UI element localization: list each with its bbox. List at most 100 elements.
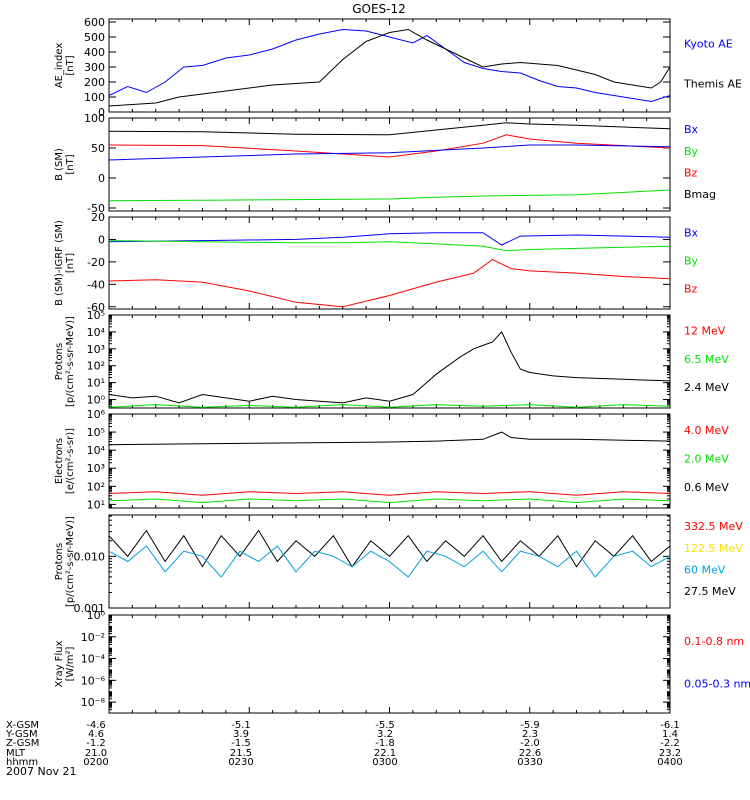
series-27-5-mev (109, 529, 670, 568)
panel-electrons: 10¹ 10² 10³ 10⁴ 10⁵ 10⁶ Electrons [e/(cm²-s-sr)… (54, 408, 729, 511)
footer-value: 0200 (83, 757, 108, 768)
y-axis-label: Electrons (54, 438, 65, 484)
y-axis-label: [nT] (65, 253, 76, 273)
y-tick-label: 500 (84, 31, 105, 44)
footer-value: -4.6 (86, 720, 106, 731)
y-tick-label: 10¹ (87, 377, 105, 390)
legend-entry: 6.5 MeV (684, 353, 729, 366)
y-tick-label: 10³ (87, 462, 105, 475)
footer-value: -1.2 (86, 738, 106, 749)
y-tick-label: 200 (84, 76, 105, 89)
footer-value: 3.9 (233, 729, 249, 740)
legend-entry: 332.5 MeV (684, 520, 743, 533)
legend-entry: Bx (684, 227, 699, 240)
legend-entry: 60 MeV (684, 563, 726, 576)
y-tick-label: 10⁶ (87, 408, 106, 421)
y-tick-label: 10² (87, 480, 105, 493)
series-0-6-mev (109, 431, 670, 446)
y-axis-label: Xray Flux (54, 640, 65, 687)
series-by (109, 240, 670, 252)
footer-value: -2.2 (660, 738, 680, 749)
footer-value: -1.8 (375, 738, 395, 749)
y-tick-label: 50 (91, 142, 105, 155)
footer-value: -6.1 (660, 720, 680, 731)
series-bx (109, 144, 670, 161)
y-tick-label: 600 (84, 16, 105, 29)
footer-row-label: hhmm (6, 757, 38, 768)
y-tick-label: 300 (84, 61, 105, 74)
legend-entry: Kyoto AE (684, 37, 733, 50)
y-tick-label: 10⁰ (87, 394, 106, 407)
legend-entry: By (684, 145, 699, 158)
legend-entry: 12 MeV (684, 325, 726, 338)
legend-entry: 2.4 MeV (684, 381, 729, 394)
y-tick-label: 0.010 (74, 550, 106, 563)
series-themis-ae (109, 28, 670, 107)
footer-value: -2.0 (520, 738, 540, 749)
legend-entry: 0.1-0.8 nm (684, 635, 744, 648)
series-kyoto-ae (109, 28, 670, 103)
footer-row-label: Y-GSM (5, 729, 38, 740)
footer-value: 0300 (372, 757, 397, 768)
panel-b_igrf: -60 -40 -20 0 20 B (SM)-IGRF (SM) [nT] Bx By Bz (54, 211, 699, 314)
footer-value: -5.1 (231, 720, 251, 731)
legend-entry: 2.0 MeV (684, 452, 729, 465)
footer-value: 3.2 (377, 729, 393, 740)
y-tick-label: -40 (87, 278, 105, 291)
y-tick-label: -50 (87, 202, 105, 215)
footer-value: 0230 (228, 757, 253, 768)
legend-entry: 4.0 MeV (684, 424, 729, 437)
y-tick-label: 10⁻² (81, 631, 105, 644)
y-tick-label: 20 (91, 211, 105, 224)
y-axis-label: B (SM) (54, 148, 65, 181)
y-axis-label: [e/(cm²-s-sr)] (65, 428, 76, 494)
y-tick-label: 10³ (87, 343, 105, 356)
series-bx (109, 232, 670, 246)
panel-b_sm: -50 0 50 100 B (SM) [nT] Bx By Bz Bmag (54, 112, 716, 215)
footer-value: 21.5 (230, 748, 252, 759)
footer-value: 4.6 (88, 729, 104, 740)
footer-value: 0330 (517, 757, 542, 768)
y-tick-label: 10⁰ (87, 609, 106, 622)
footer-value: 23.2 (659, 748, 681, 759)
y-tick-label: 10⁵ (87, 426, 105, 439)
y-tick-label: 10⁴ (87, 326, 106, 339)
series-2-4-mev (109, 331, 670, 404)
panel-frame (108, 413, 671, 509)
y-tick-label: -20 (87, 256, 105, 269)
y-tick-label: 10¹ (87, 498, 105, 511)
y-axis-label: Protons (54, 543, 65, 580)
chart-title: GOES-12 (352, 2, 406, 16)
panel-frame (108, 314, 671, 409)
y-tick-label: 0 (98, 233, 105, 246)
y-tick-label: 0.001 (74, 602, 106, 615)
legend-entry: Bz (684, 166, 698, 179)
legend-entry: 0.6 MeV (684, 481, 729, 494)
series-60-mev (109, 545, 670, 578)
series-6-5-mev (109, 404, 670, 408)
legend-entry: 122.5 MeV (684, 542, 743, 555)
footer-row-label: MLT (6, 748, 26, 759)
y-axis-label: [nT] (65, 55, 76, 75)
y-tick-label: 0 (98, 172, 105, 185)
y-tick-label: 400 (84, 46, 105, 59)
y-tick-label: 10⁵ (87, 309, 105, 322)
y-tick-label: 10² (87, 360, 105, 373)
y-axis-label: [nT] (65, 154, 76, 174)
y-tick-label: -60 (87, 301, 105, 314)
panel-ae: 0 100 200 300 400 500 600 AE_index [nT] Kyoto AE T… (54, 16, 742, 119)
y-tick-label: 0 (98, 106, 105, 119)
y-tick-label: 10⁴ (87, 444, 106, 457)
series-by (109, 189, 670, 202)
y-axis-label: AE_index (54, 43, 65, 89)
y-tick-label: 100 (84, 112, 105, 125)
series-bz (109, 259, 670, 308)
y-axis-label: Protons (54, 343, 65, 380)
y-tick-label: 10⁻⁶ (81, 674, 106, 687)
footer-value: 22.1 (374, 748, 396, 759)
legend-entry: Bz (684, 282, 698, 295)
y-tick-label: 10⁻⁸ (81, 696, 106, 709)
